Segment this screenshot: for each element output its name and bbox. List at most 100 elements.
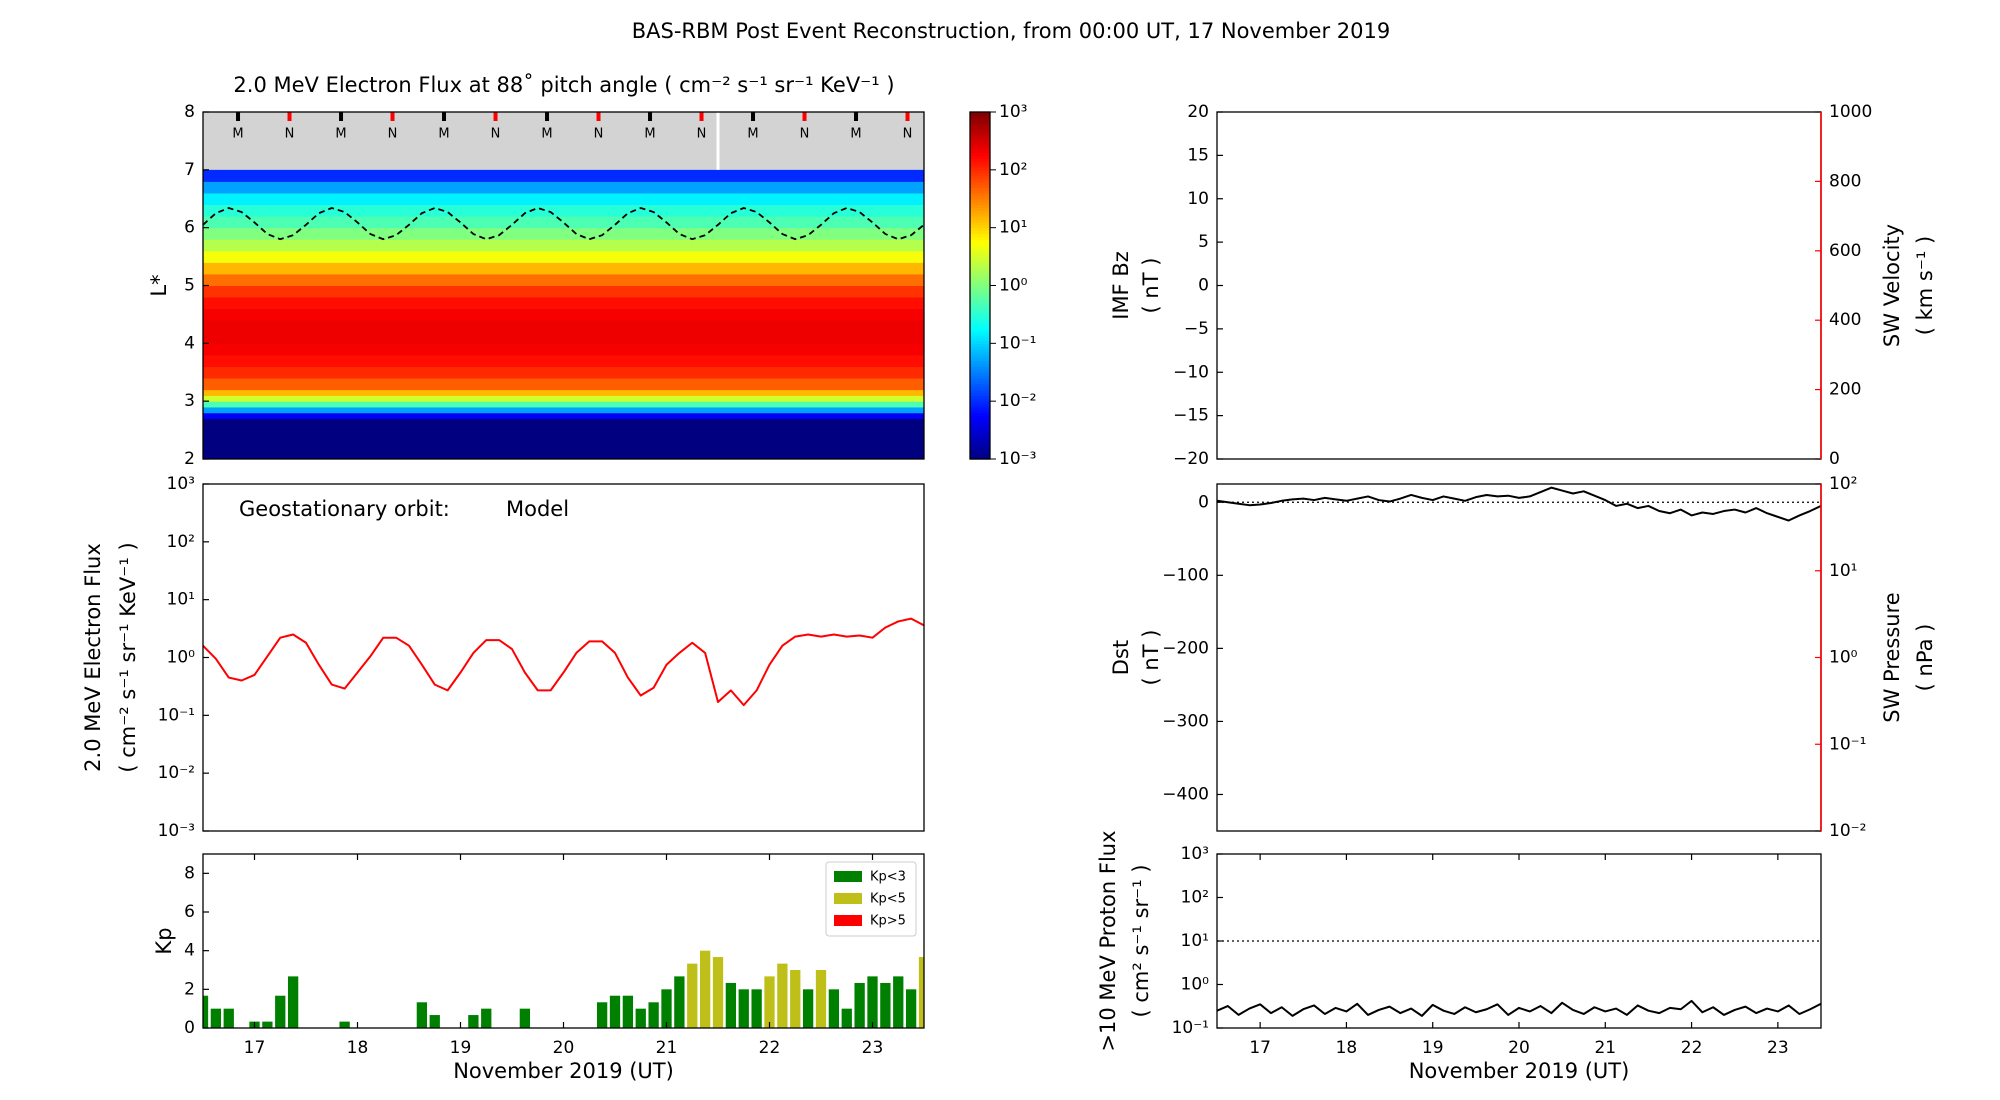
colorbar-strip [970, 349, 990, 353]
colorbar-strip [970, 129, 990, 133]
plot-area [1217, 940, 1821, 1017]
colorbar-tick-label: 10⁻¹ [999, 333, 1036, 353]
x-tick-label: 20 [1508, 1038, 1530, 1058]
x-tick-label: 23 [862, 1038, 884, 1058]
kp-bar [275, 995, 286, 1028]
annotation: Geostationary orbit: [239, 497, 450, 521]
panel-frame [202, 853, 925, 1029]
colorbar-strip [970, 146, 990, 151]
heatmap-row [203, 239, 924, 252]
y2-tick-label: 10¹ [1829, 561, 1857, 581]
legend-swatch [834, 915, 862, 926]
plot-area [203, 112, 924, 459]
kp-bar [622, 995, 634, 1028]
colorbar-strip [970, 378, 990, 382]
colorbar-strip [970, 317, 990, 321]
heatmap-row [203, 389, 924, 396]
colorbar-strip [970, 201, 990, 206]
colorbar-strip [970, 456, 990, 460]
kp-bar [802, 989, 814, 1028]
colorbar-strip [970, 126, 990, 130]
colorbar-strip [970, 181, 990, 185]
colorbar-strip [970, 190, 990, 194]
y-tick-label: 4 [184, 941, 195, 961]
colorbar-strip [970, 120, 990, 125]
kp-bar [519, 1008, 531, 1028]
heatmap-row [203, 406, 924, 414]
y-tick-label: −100 [1162, 565, 1209, 585]
colorbar-strip [970, 438, 990, 443]
y-axis-label: ( nT ) [1139, 258, 1163, 314]
y-tick-label: −5 [1184, 319, 1209, 339]
colorbar-strip [970, 302, 990, 307]
colorbar-tick-label: 10¹ [999, 218, 1027, 238]
y-tick-label: 10⁻³ [158, 821, 195, 841]
y-tick-label: −400 [1162, 784, 1209, 804]
colorbar-strip [970, 297, 990, 301]
mlt-label: N [388, 127, 398, 142]
colorbar-strip [970, 352, 990, 356]
y2-tick-label: 800 [1829, 171, 1861, 191]
panel-title: 2.0 MeV Electron Flux at 88˚ pitch angle… [233, 73, 894, 97]
colorbar-strip [970, 135, 990, 139]
y-tick-label: 5 [184, 276, 195, 296]
colorbar-strip [970, 149, 990, 154]
colorbar-strip [970, 276, 990, 281]
y-tick-label: 2 [184, 449, 195, 469]
kp-bar [481, 1008, 492, 1028]
y-tick-label: −20 [1173, 449, 1209, 469]
heatmap-row [203, 250, 924, 263]
colorbar-strip [970, 395, 990, 399]
kp-bar [880, 982, 891, 1028]
y-tick-label: 6 [184, 218, 195, 238]
y-tick-label: 4 [184, 333, 195, 353]
kp-bar [725, 982, 737, 1028]
series-line [1217, 486, 1821, 522]
y-axis-label: IMF Bz [1109, 251, 1133, 320]
y-tick-label: 0 [1198, 492, 1209, 512]
y2-tick-label: 200 [1829, 380, 1861, 400]
y2-tick-label: 1000 [1829, 102, 1872, 122]
kp-bar [738, 989, 749, 1028]
y-axis-label: Dst [1109, 640, 1133, 675]
x-tick-label: 17 [1249, 1038, 1271, 1058]
y-tick-label: −300 [1162, 711, 1209, 731]
x-tick-label: 23 [1767, 1038, 1789, 1058]
x-tick-label: 18 [1336, 1038, 1358, 1058]
colorbar-strip [970, 427, 990, 431]
colorbar-strip [970, 132, 990, 136]
heatmap-row [203, 354, 924, 367]
series-label: Model [506, 497, 569, 521]
x-tick-label: 22 [759, 1038, 781, 1058]
mlt-label: N [491, 127, 501, 142]
colorbar-strip [970, 412, 990, 417]
colorbar-tick-label: 10⁻² [999, 391, 1036, 411]
kp-bar [790, 970, 801, 1028]
y-tick-label: 5 [1198, 232, 1209, 252]
heatmap-row [203, 308, 924, 321]
y2-axis-label: ( km s⁻¹ ) [1913, 236, 1937, 335]
colorbar-strip [970, 259, 990, 263]
colorbar-strip [970, 140, 990, 145]
mlt-label: N [697, 127, 707, 142]
y-tick-label: 10⁰ [1181, 975, 1210, 995]
colorbar-strip [970, 143, 990, 148]
geo-lstar-line [203, 207, 924, 241]
colorbar-strip [970, 230, 990, 235]
x-tick-label: 22 [1681, 1038, 1703, 1058]
heatmap-row [203, 331, 924, 344]
heatmap-row [203, 285, 924, 298]
y-tick-label: 10¹ [1181, 931, 1209, 951]
colorbar-strip [970, 294, 990, 298]
kp-bar [777, 963, 788, 1028]
heatmap-row [203, 216, 924, 229]
kp-bar [867, 976, 878, 1028]
no-data-band [203, 112, 924, 170]
colorbar-strip [970, 386, 990, 391]
colorbar-strip [970, 262, 990, 266]
heatmap-row [203, 169, 924, 182]
y2-axis-label: SW Pressure [1880, 592, 1904, 722]
y-tick-label: 10² [1181, 888, 1209, 908]
colorbar-strip [970, 279, 990, 284]
heatmap-row [203, 412, 924, 420]
